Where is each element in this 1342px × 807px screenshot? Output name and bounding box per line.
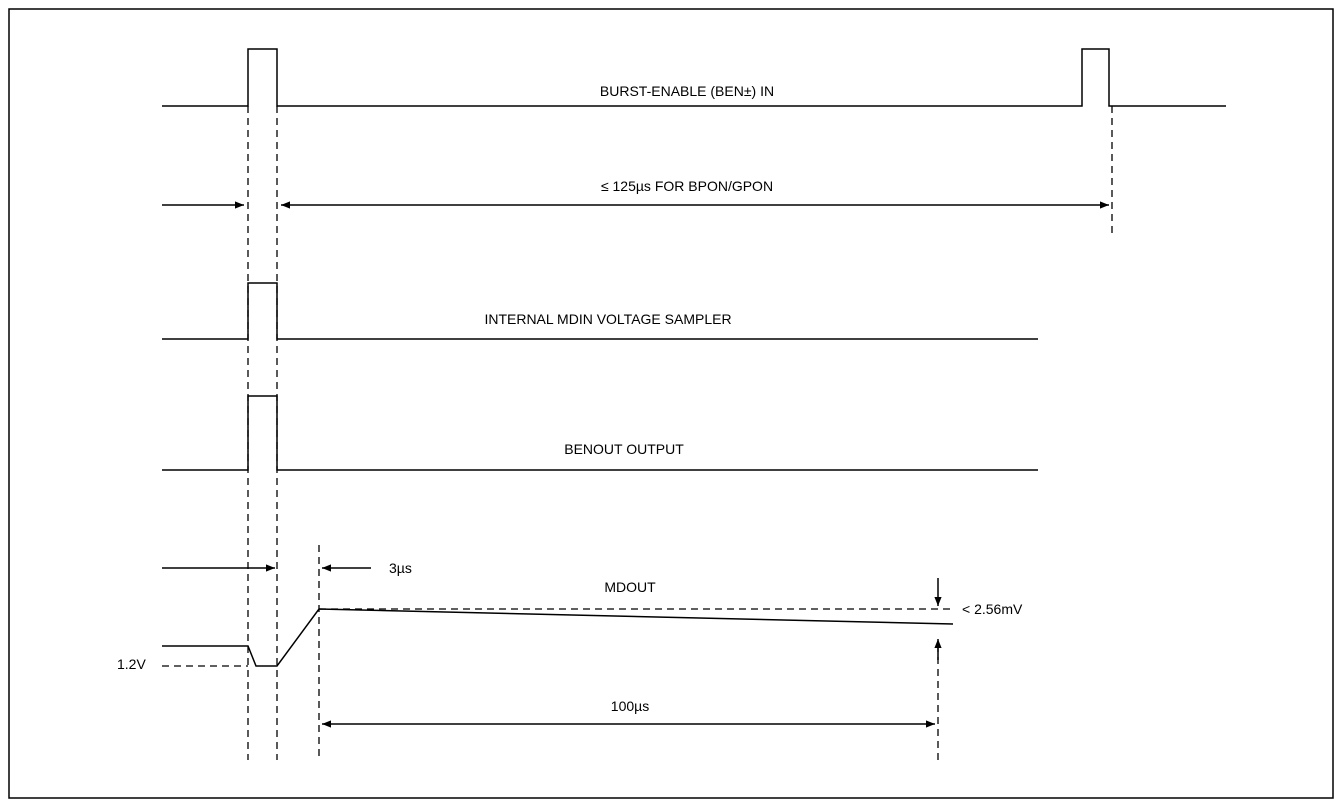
sampler-waveform bbox=[162, 282, 1038, 340]
voltage-label: 1.2V bbox=[117, 656, 146, 672]
delay-label: 3µs bbox=[389, 560, 412, 576]
mdout-waveform bbox=[162, 608, 954, 667]
period-label: ≤ 125µs FOR BPON/GPON bbox=[601, 178, 773, 194]
diagram-border bbox=[8, 8, 1334, 799]
droop-label: < 2.56mV bbox=[962, 601, 1023, 617]
benout-waveform bbox=[162, 395, 1038, 471]
sampler-label: INTERNAL MDIN VOLTAGE SAMPLER bbox=[484, 311, 731, 327]
hold-time-label: 100µs bbox=[611, 698, 649, 714]
benout-label: BENOUT OUTPUT bbox=[564, 441, 684, 457]
burst-enable-label: BURST-ENABLE (BEN±) IN bbox=[600, 83, 774, 99]
burst-enable-waveform bbox=[162, 48, 1226, 107]
mdout-label: MDOUT bbox=[604, 579, 656, 595]
